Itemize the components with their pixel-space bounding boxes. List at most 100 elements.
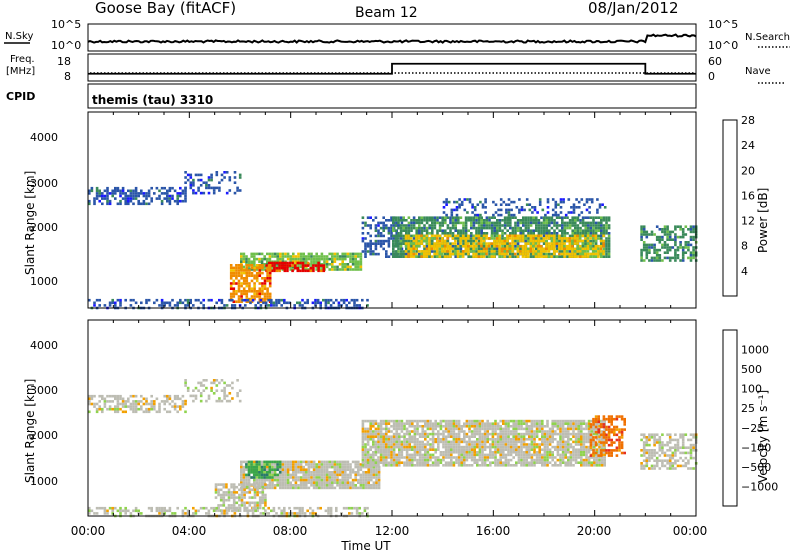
scatter-cell xyxy=(586,247,590,251)
scatter-cell xyxy=(346,484,350,487)
scatter-cell xyxy=(436,216,439,219)
scatter-cell xyxy=(520,451,523,454)
scatter-cell xyxy=(235,264,238,267)
scatter-cell xyxy=(372,451,375,454)
scatter-cell xyxy=(220,379,224,382)
scatter-cell xyxy=(228,189,232,192)
scatter-cell xyxy=(425,247,429,251)
scatter-cell xyxy=(490,245,494,248)
scatter-cell xyxy=(515,432,518,436)
scatter-cell xyxy=(520,425,523,428)
scatter-cell xyxy=(408,432,411,436)
scatter-cell xyxy=(457,219,460,222)
scatter-cell xyxy=(563,247,566,251)
scatter-cell xyxy=(341,255,344,258)
scatter-cell xyxy=(93,405,96,408)
scatter-cell xyxy=(490,232,494,235)
scatter-cell xyxy=(273,471,277,474)
scatter-cell xyxy=(377,465,381,469)
scatter-cell xyxy=(250,463,253,466)
scatter-cell xyxy=(271,478,274,482)
scatter-cell xyxy=(240,501,244,505)
scatter-cell xyxy=(366,245,370,248)
scatter-cell xyxy=(484,198,487,201)
scatter-cell xyxy=(357,473,360,477)
scatter-cell xyxy=(488,252,491,256)
scatter-cell xyxy=(481,453,484,457)
nsky-panel: N.Sky 10^5 10^0 10^5 10^0 N.Search xyxy=(4,18,790,52)
scatter-cell xyxy=(599,250,603,253)
scatter-cell xyxy=(534,255,538,258)
scatter-cell xyxy=(258,257,261,261)
scatter-cell xyxy=(451,252,455,256)
scatter-cell xyxy=(416,453,419,457)
scatter-cell xyxy=(147,194,151,198)
scatter-cell xyxy=(168,202,172,206)
scatter-cell xyxy=(398,461,401,464)
scatter-cell xyxy=(286,486,290,490)
scatter-cell xyxy=(420,239,423,243)
scatter-cell xyxy=(395,464,398,467)
scatter-cell xyxy=(331,257,334,261)
scatter-cell xyxy=(354,463,357,466)
scatter-cell xyxy=(289,486,292,490)
scatter-cell xyxy=(553,232,556,235)
scatter-cell xyxy=(468,198,472,201)
scatter-cell xyxy=(506,216,509,219)
scatter-cell xyxy=(163,407,166,411)
scatter-cell xyxy=(516,224,520,227)
scatter-cell xyxy=(473,448,476,451)
scatter-cell xyxy=(640,225,643,228)
scatter-cell xyxy=(379,451,383,454)
scatter-cell xyxy=(560,252,564,256)
scatter-cell xyxy=(137,194,140,198)
scatter-cell xyxy=(312,266,315,270)
nsky-frame xyxy=(87,23,697,52)
scatter-cell xyxy=(160,298,164,302)
scatter-cell xyxy=(325,265,329,269)
scatter-cell xyxy=(277,298,281,302)
scatter-cell xyxy=(369,430,372,433)
scatter-cell xyxy=(405,430,409,433)
scatter-cell xyxy=(369,458,372,462)
scatter-cell xyxy=(547,234,551,238)
scatter-cell xyxy=(539,234,543,238)
scatter-cell xyxy=(278,460,282,464)
scatter-cell xyxy=(605,255,608,258)
scatter-cell xyxy=(325,463,329,466)
scatter-cell xyxy=(444,464,448,467)
scatter-cell xyxy=(640,254,643,257)
scatter-cell xyxy=(455,461,458,464)
scatter-cell xyxy=(199,184,203,187)
scatter-cell xyxy=(507,213,511,217)
scatter-cell xyxy=(392,461,396,464)
scatter-cell xyxy=(674,256,677,260)
scatter-cell xyxy=(493,226,496,230)
scatter-cell xyxy=(256,491,259,494)
scatter-cell xyxy=(485,219,489,222)
scatter-cell xyxy=(377,478,381,482)
scatter-cell xyxy=(439,427,443,431)
scatter-cell xyxy=(364,476,368,479)
scatter-cell xyxy=(499,464,502,467)
scatter-cell xyxy=(261,282,264,285)
scatter-cell xyxy=(134,301,138,305)
scatter-cell xyxy=(398,458,401,462)
scatter-cell xyxy=(501,229,504,232)
scatter-cell xyxy=(199,381,203,385)
scatter-cell xyxy=(468,425,471,428)
scatter-cell xyxy=(520,456,523,459)
scatter-cell xyxy=(413,432,417,436)
scatter-cell xyxy=(242,292,246,296)
scatter-cell xyxy=(480,219,483,222)
scatter-cell xyxy=(499,461,502,464)
scatter-cell xyxy=(176,304,179,307)
nsky-tick-low: 10^0 xyxy=(51,39,81,52)
scatter-cell xyxy=(98,189,101,193)
scatter-cell xyxy=(523,208,526,212)
scatter-cell xyxy=(194,394,198,398)
scatter-cell xyxy=(266,486,269,490)
scatter-cell xyxy=(470,422,474,425)
scatter-cell xyxy=(592,219,595,222)
scatter-cell xyxy=(493,250,496,253)
